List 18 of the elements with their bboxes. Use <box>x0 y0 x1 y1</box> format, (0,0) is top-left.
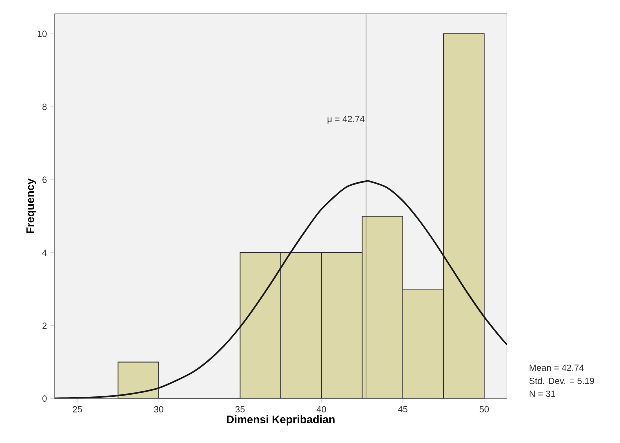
x-tick-label: 45 <box>398 406 408 413</box>
y-tick-label: 6 <box>42 176 47 184</box>
x-tick-label: 30 <box>154 406 164 413</box>
text: Std. Dev. = 5.19 <box>530 378 594 384</box>
x-tick-label: 50 <box>480 406 490 413</box>
y-tick-label: 2 <box>42 322 47 329</box>
text: N = 31 <box>530 390 556 398</box>
y-tick-label: 0 <box>42 396 47 402</box>
x-tick-label: 25 <box>73 406 82 413</box>
x-tick-label: 35 <box>236 406 245 413</box>
x-axis-title: Dimensi Kepribadian <box>227 416 335 426</box>
text: Mean = 42.74 <box>530 364 584 372</box>
x-tick-label: 40 <box>316 406 326 413</box>
y-tick-label: 4 <box>42 250 48 256</box>
y-tick-label: 10 <box>38 30 47 38</box>
y-axis-title: Frequency <box>26 178 36 234</box>
y-tick-label: 8 <box>42 104 47 110</box>
ref-line-label: μ = 42.74 <box>328 116 365 124</box>
